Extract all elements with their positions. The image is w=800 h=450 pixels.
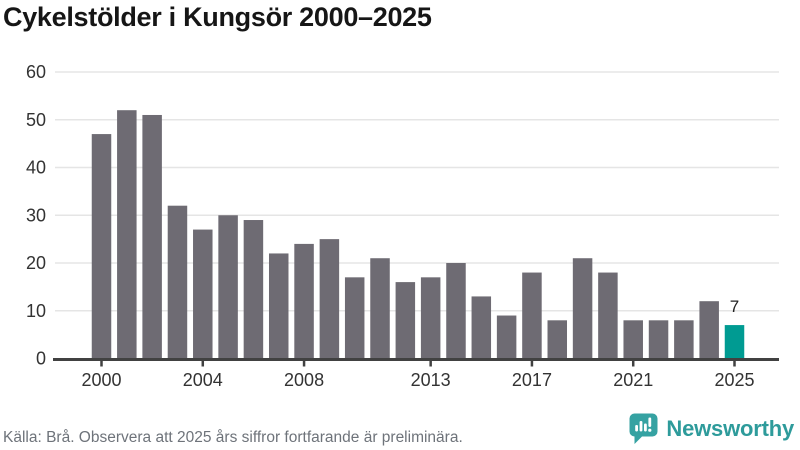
bar-2017 bbox=[522, 272, 542, 359]
bar-2020 bbox=[598, 272, 618, 359]
bar-2021 bbox=[623, 320, 643, 359]
bar-2000 bbox=[91, 134, 112, 359]
y-axis-label-20: 20 bbox=[26, 253, 46, 273]
bar-2011 bbox=[370, 258, 390, 359]
bar-2025 bbox=[724, 325, 745, 359]
y-axis-label-50: 50 bbox=[26, 110, 46, 130]
x-axis-label-2025: 2025 bbox=[714, 370, 754, 390]
x-axis-label-2004: 2004 bbox=[183, 370, 223, 390]
newsworthy-logo: Newsworthy bbox=[628, 412, 794, 445]
bar-2009 bbox=[319, 239, 340, 359]
x-axis-label-2000: 2000 bbox=[81, 370, 121, 390]
bar-2003 bbox=[167, 205, 188, 359]
bar-chart: 0 10 20 30 40 50 60 7 2000 2004 2008 2013 2017 2021 20… bbox=[26, 62, 779, 390]
bar-2006 bbox=[243, 220, 264, 359]
x-axis-label-2021: 2021 bbox=[613, 370, 653, 390]
bar-2012 bbox=[395, 282, 416, 359]
bar-2010 bbox=[344, 277, 365, 359]
bar-2022 bbox=[648, 320, 669, 359]
newsworthy-logo-text: Newsworthy bbox=[666, 415, 794, 441]
bar-2015 bbox=[471, 296, 492, 359]
y-axis-label-0: 0 bbox=[36, 349, 46, 369]
chart-title: Cykelstölder i Kungsör 2000–2025 bbox=[3, 2, 432, 32]
y-axis-label-40: 40 bbox=[26, 158, 46, 178]
y-axis-label-60: 60 bbox=[26, 62, 46, 82]
newsworthy-logo-icon bbox=[629, 413, 658, 444]
bar-2018 bbox=[547, 320, 568, 359]
bar-2024 bbox=[699, 301, 719, 359]
source-note: Källa: Brå. Observera att 2025 års siffr… bbox=[3, 429, 463, 446]
bar-2005 bbox=[218, 215, 238, 359]
x-axis-label-2008: 2008 bbox=[284, 370, 324, 390]
bar-2019 bbox=[572, 258, 593, 359]
bar-2007 bbox=[268, 253, 289, 359]
bar-2023 bbox=[674, 320, 694, 359]
bar-2016 bbox=[496, 315, 517, 359]
x-axis-label-2013: 2013 bbox=[411, 370, 451, 390]
bar-2008 bbox=[294, 243, 314, 359]
y-axis-label-10: 10 bbox=[26, 301, 46, 321]
bar-2001 bbox=[117, 110, 137, 359]
x-axis-label-2017: 2017 bbox=[512, 370, 552, 390]
bar-2002 bbox=[142, 114, 162, 359]
bar-2004 bbox=[193, 229, 213, 359]
bar-value-label: 7 bbox=[730, 297, 739, 316]
y-axis-label-30: 30 bbox=[26, 205, 46, 225]
bar-2013 bbox=[420, 277, 441, 359]
bar-2014 bbox=[446, 263, 466, 359]
